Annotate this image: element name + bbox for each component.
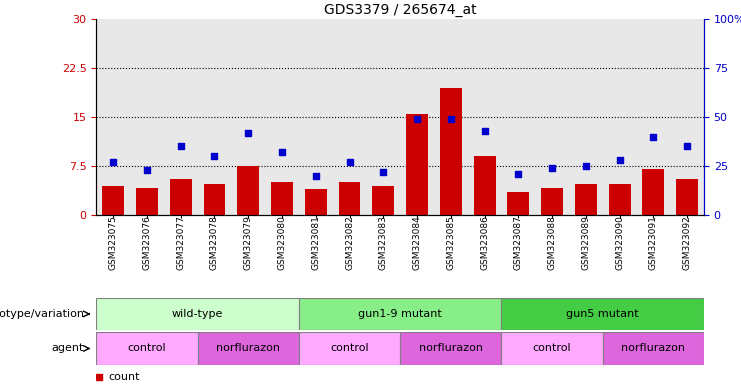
Bar bbox=[406, 114, 428, 215]
Text: norflurazon: norflurazon bbox=[621, 343, 685, 354]
Point bbox=[681, 144, 693, 150]
Text: count: count bbox=[108, 372, 140, 382]
Point bbox=[276, 149, 288, 156]
Point bbox=[270, 147, 282, 153]
Point bbox=[270, 304, 282, 310]
Point bbox=[344, 159, 356, 165]
Bar bbox=[541, 188, 563, 215]
Point bbox=[479, 128, 491, 134]
Text: genotype/variation: genotype/variation bbox=[0, 309, 84, 319]
Point bbox=[175, 144, 187, 150]
Bar bbox=[400, 332, 502, 365]
Bar bbox=[237, 166, 259, 215]
Text: control: control bbox=[127, 343, 166, 354]
Text: wild-type: wild-type bbox=[172, 309, 223, 319]
Bar bbox=[198, 332, 299, 365]
Text: GSM323090: GSM323090 bbox=[615, 215, 624, 270]
Text: GSM323081: GSM323081 bbox=[311, 215, 320, 270]
Text: GSM323078: GSM323078 bbox=[210, 215, 219, 270]
Point bbox=[141, 167, 153, 173]
Point bbox=[242, 130, 254, 136]
Bar bbox=[575, 184, 597, 215]
Text: GSM323087: GSM323087 bbox=[514, 215, 523, 270]
Text: GSM323077: GSM323077 bbox=[176, 215, 185, 270]
Bar bbox=[508, 192, 529, 215]
Text: GSM323091: GSM323091 bbox=[649, 215, 658, 270]
Bar bbox=[299, 298, 502, 330]
Text: GSM323085: GSM323085 bbox=[446, 215, 455, 270]
Bar bbox=[102, 186, 124, 215]
Text: GSM323084: GSM323084 bbox=[413, 215, 422, 270]
Bar bbox=[271, 182, 293, 215]
Text: gun1-9 mutant: gun1-9 mutant bbox=[358, 309, 442, 319]
Text: control: control bbox=[533, 343, 571, 354]
Text: GSM323092: GSM323092 bbox=[682, 215, 691, 270]
Bar bbox=[676, 179, 698, 215]
Text: GSM323075: GSM323075 bbox=[109, 215, 118, 270]
Bar bbox=[136, 188, 158, 215]
Bar bbox=[170, 179, 192, 215]
Text: GSM323089: GSM323089 bbox=[581, 215, 591, 270]
Title: GDS3379 / 265674_at: GDS3379 / 265674_at bbox=[324, 3, 476, 17]
Text: control: control bbox=[330, 343, 369, 354]
Point bbox=[107, 159, 119, 165]
Point bbox=[411, 116, 423, 122]
Point bbox=[445, 116, 456, 122]
Point bbox=[377, 169, 389, 175]
Bar bbox=[204, 184, 225, 215]
Bar bbox=[372, 186, 394, 215]
Bar bbox=[96, 298, 299, 330]
Point bbox=[580, 163, 592, 169]
Text: GSM323080: GSM323080 bbox=[277, 215, 287, 270]
Bar bbox=[602, 332, 704, 365]
Point bbox=[512, 171, 524, 177]
Text: norflurazon: norflurazon bbox=[216, 343, 280, 354]
Bar bbox=[96, 332, 198, 365]
Bar bbox=[440, 88, 462, 215]
Text: GSM323076: GSM323076 bbox=[142, 215, 151, 270]
Text: GSM323083: GSM323083 bbox=[379, 215, 388, 270]
Text: norflurazon: norflurazon bbox=[419, 343, 483, 354]
Bar bbox=[473, 156, 496, 215]
Bar bbox=[608, 184, 631, 215]
Bar bbox=[305, 189, 327, 215]
Bar bbox=[339, 182, 360, 215]
Text: agent: agent bbox=[52, 343, 84, 354]
Text: gun5 mutant: gun5 mutant bbox=[566, 309, 639, 319]
Point bbox=[648, 134, 659, 140]
Point bbox=[546, 165, 558, 171]
Bar bbox=[642, 169, 664, 215]
Text: GSM323088: GSM323088 bbox=[548, 215, 556, 270]
Text: GSM323079: GSM323079 bbox=[244, 215, 253, 270]
Text: GSM323086: GSM323086 bbox=[480, 215, 489, 270]
Point bbox=[614, 157, 625, 163]
Point bbox=[310, 173, 322, 179]
Point bbox=[208, 153, 220, 159]
Text: GSM323082: GSM323082 bbox=[345, 215, 354, 270]
Bar bbox=[502, 298, 704, 330]
Bar bbox=[299, 332, 400, 365]
Bar bbox=[502, 332, 602, 365]
